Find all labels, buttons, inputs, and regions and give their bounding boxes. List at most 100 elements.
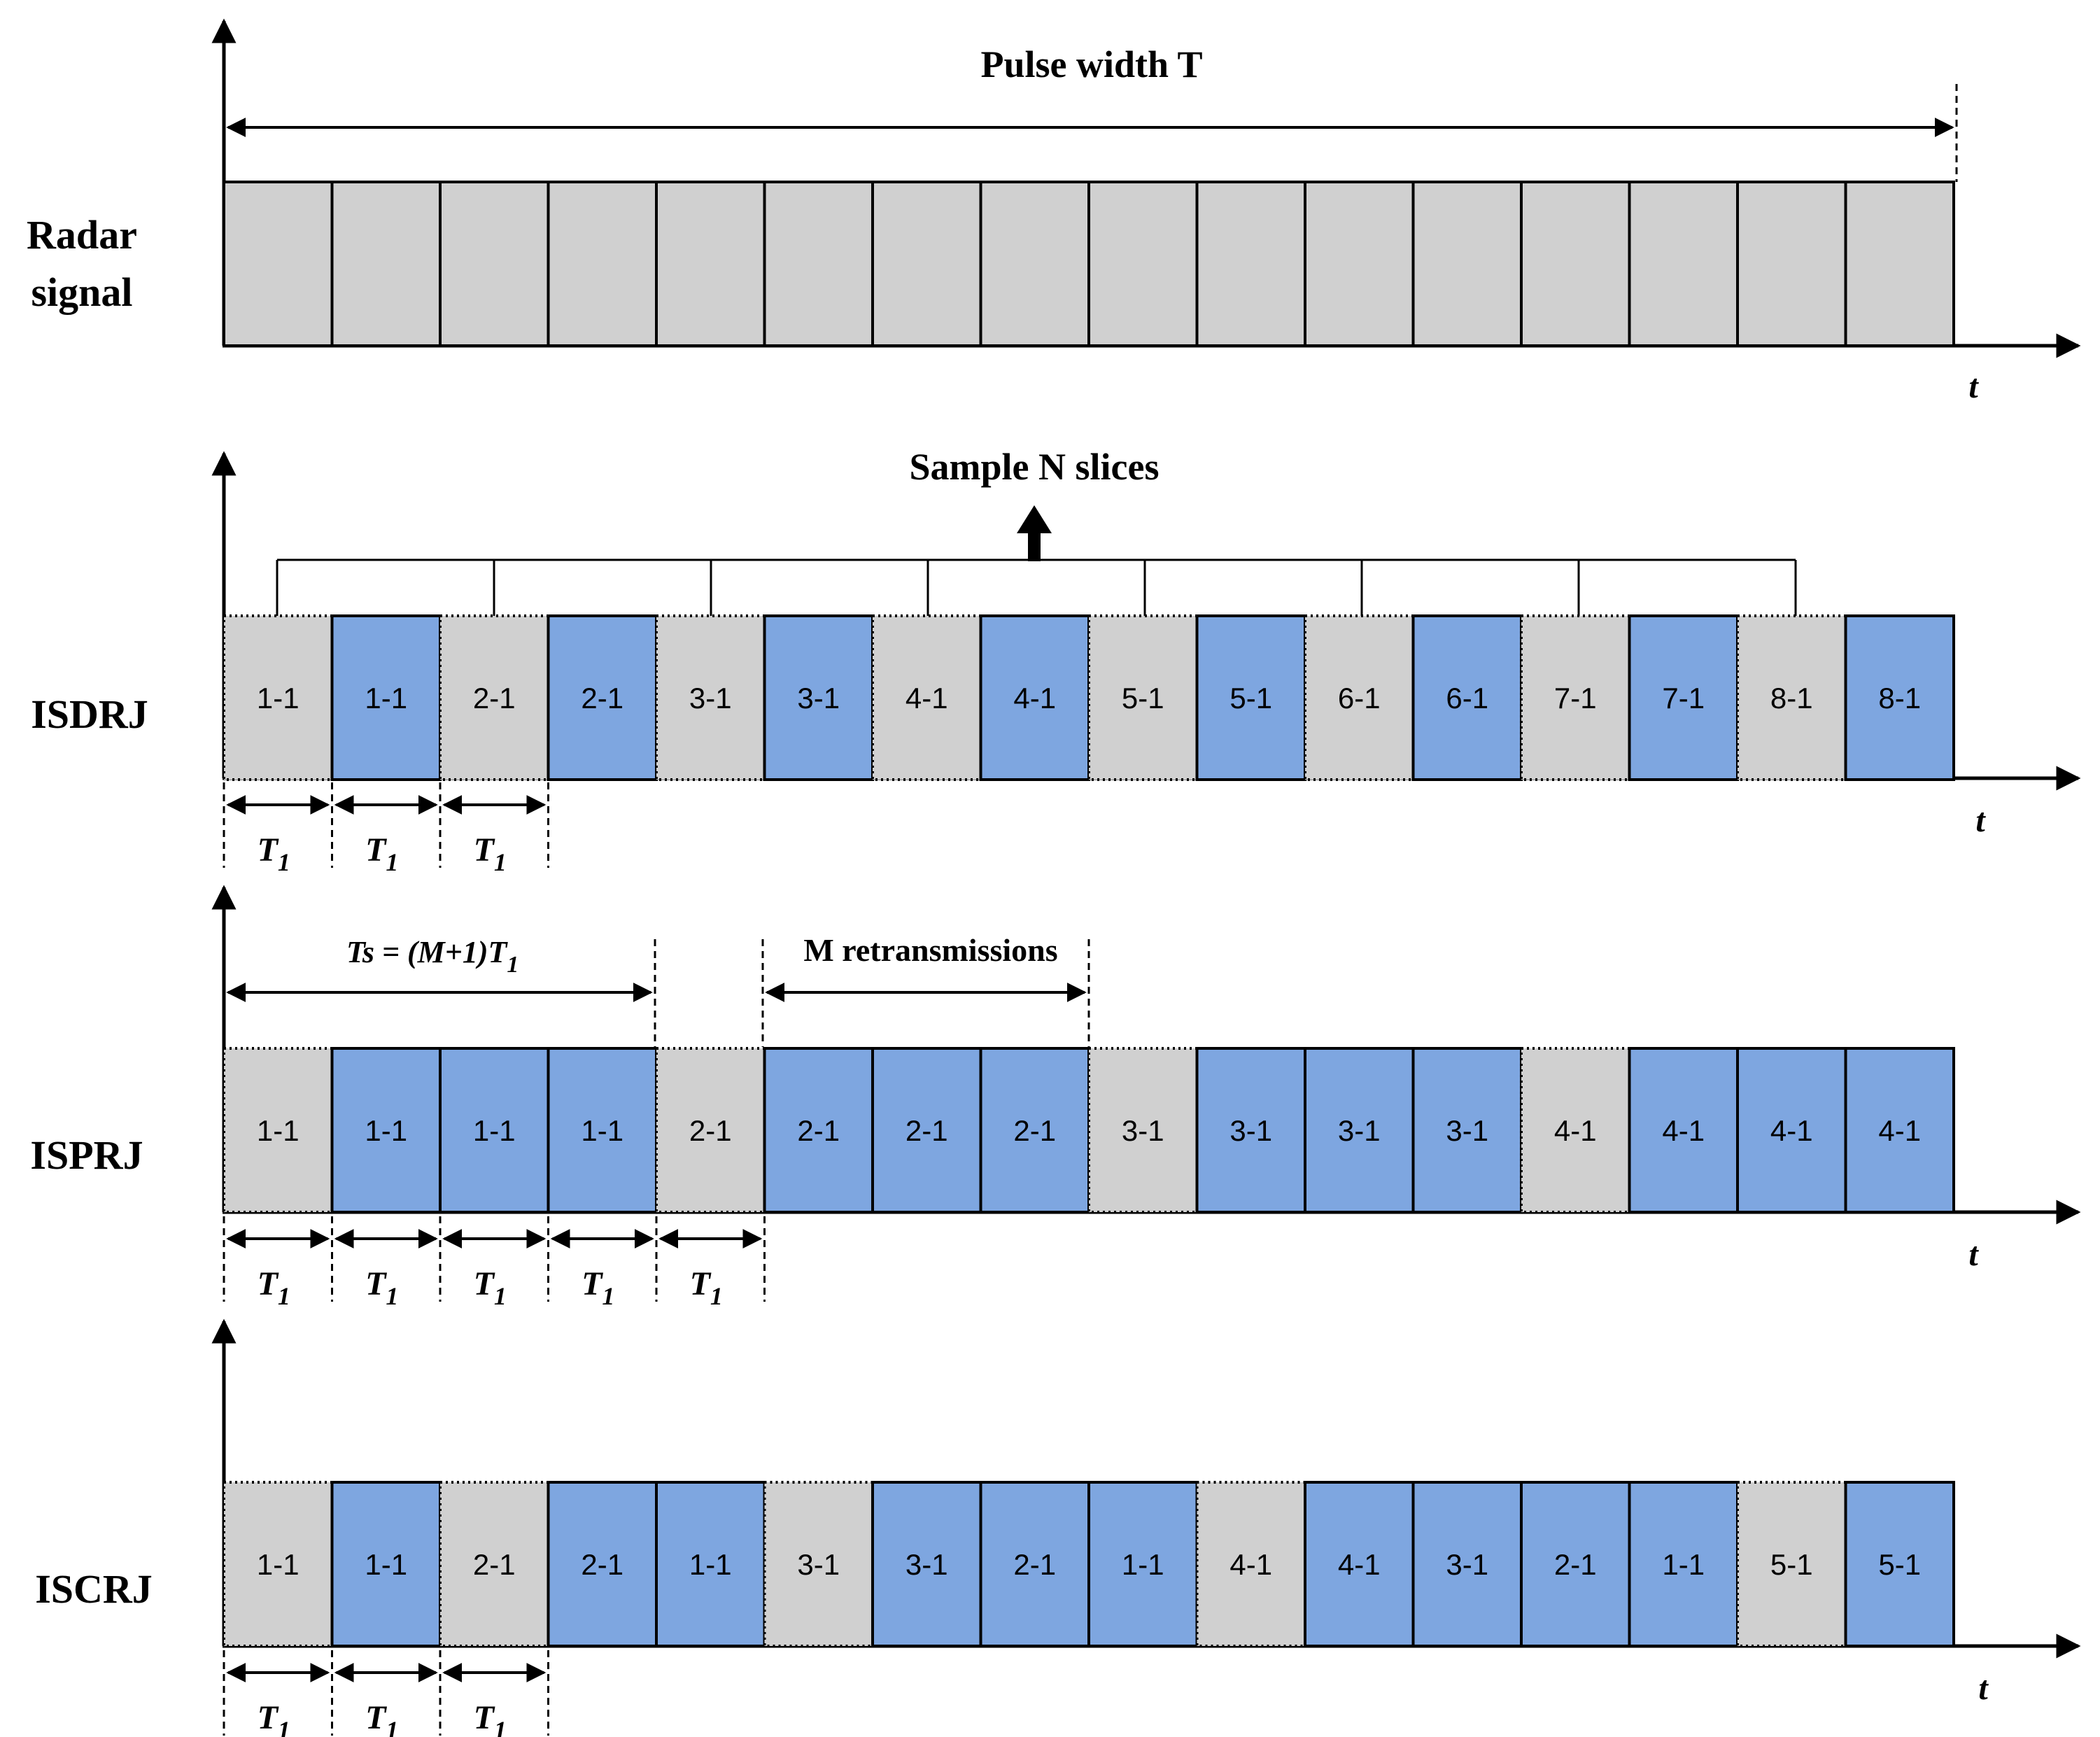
t1-subscript: 1 [386,1716,398,1737]
slice-6 [763,181,874,347]
slice-label: 1-1 [257,1114,300,1147]
slice-3 [439,1481,550,1647]
t1-label: T1 [474,1265,507,1310]
slice-label: 6-1 [1446,682,1488,715]
slice-label: 3-1 [797,1548,840,1581]
t1-label: T1 [582,1265,614,1310]
slice-label: 1-1 [365,1114,407,1147]
slice-4 [547,1481,658,1647]
t1-symbol: T [258,1265,279,1302]
slice-label: 5-1 [1122,682,1164,715]
slice-label: 4-1 [1229,1548,1272,1581]
slice-label: 3-1 [797,682,840,715]
t1-symbol: T [258,1699,279,1736]
t1-subscript: 1 [278,1282,290,1310]
slice-16 [1844,181,1955,347]
slice-label: 1-1 [257,1548,300,1581]
ts-formula-main: Ts = (M+1)T [346,935,509,969]
slice-label: 6-1 [1338,682,1381,715]
slice-9 [1087,1481,1199,1647]
slice-1 [223,181,334,347]
slice-label: 1-1 [581,1114,623,1147]
slice-label: 4-1 [1878,1114,1921,1147]
slice-label: 4-1 [1770,1114,1813,1147]
t1-symbol: T [365,1265,387,1302]
slice-7 [871,1481,982,1647]
t1-dimensions-isprj: T1 T1 T1 T1 T1 [223,1216,766,1310]
ts-dimension [226,939,656,1047]
slice-label: 8-1 [1878,682,1921,715]
slice-1 [223,614,334,781]
slice-6 [763,1481,874,1647]
slice-label: 3-1 [1446,1114,1488,1147]
slice-11 [1304,1047,1415,1214]
slice-13 [1520,1481,1631,1647]
t1-dimensions-isdrj: T1 T1 T1 [223,782,549,876]
slice-15 [1736,614,1847,781]
isdrj-row: 1-1 1-1 2-1 2-1 3-1 3-1 4-1 4-1 5-1 5-1 6-1 6-1 7-1 7… [223,614,1955,781]
slice-14 [1628,181,1739,347]
slice-12 [1411,1047,1523,1214]
time-axis-label-radar: t [1968,368,1979,405]
slice-label: 3-1 [1122,1114,1164,1147]
slice-label: 2-1 [689,1114,732,1147]
slice-label: 1-1 [365,682,407,715]
slice-3 [439,614,550,781]
slice-label: 5-1 [1770,1548,1813,1581]
iscrj-row: 1-1 1-1 2-1 2-1 1-1 3-1 3-1 2-1 1-1 4-1 4-1 3-1 2-1 1… [223,1481,1955,1647]
slice-label: 2-1 [581,682,623,715]
t1-symbol: T [474,831,495,868]
t1-subscript: 1 [494,1282,507,1310]
slice-label: 2-1 [1554,1548,1597,1581]
slice-label: 5-1 [1878,1548,1921,1581]
m-retransmissions-label: M retransmissions [803,932,1057,968]
slice-label: 2-1 [581,1548,623,1581]
slice-16 [1844,1481,1955,1647]
t1-label: T1 [474,1699,507,1737]
slice-label: 1-1 [1122,1548,1164,1581]
slice-13 [1520,1047,1631,1214]
sample-up-arrow [1017,505,1052,561]
slice-11 [1304,1481,1415,1647]
t1-label: T1 [258,1265,290,1310]
slice-14 [1628,1481,1739,1647]
slice-15 [1736,1047,1847,1214]
ts-formula-label: Ts = (M+1)T1 [346,935,519,978]
slice-15 [1736,1481,1847,1647]
slice-10 [1195,1047,1306,1214]
slice-2 [330,1481,442,1647]
slice-label: 2-1 [473,1548,516,1581]
row-label-isdrj: ISDRJ [31,691,148,737]
t1-symbol: T [474,1265,495,1302]
slice-label: 4-1 [905,682,948,715]
ts-formula-subscript: 1 [507,952,519,978]
t1-label: T1 [474,831,507,876]
pulse-width-title: Pulse width T [980,43,1202,85]
slice-9 [1087,1047,1199,1214]
slice-label: 3-1 [1446,1548,1488,1581]
slice-7 [871,181,982,347]
slice-14 [1628,614,1739,781]
sample-slices-label: Sample N slices [910,446,1160,488]
slice-1 [223,1481,334,1647]
slice-label: 1-1 [365,1548,407,1581]
slice-label: 4-1 [1554,1114,1597,1147]
slice-10 [1195,614,1306,781]
slice-12 [1411,181,1523,347]
m-retransmissions-dimension [761,939,1090,1047]
slice-15 [1736,181,1847,347]
t1-symbol: T [582,1265,603,1302]
t1-label: T1 [690,1265,723,1310]
t1-symbol: T [365,831,387,868]
time-axis-label-iscrj: t [1978,1670,1989,1707]
slice-label: 2-1 [1013,1114,1056,1147]
row-label-isprj: ISPRJ [30,1132,143,1178]
slice-16 [1844,1047,1955,1214]
radar-signal-row [223,181,1955,347]
t1-subscript: 1 [494,1716,507,1737]
slice-6 [763,1047,874,1214]
slice-label: 2-1 [905,1114,948,1147]
t1-subscript: 1 [278,1716,290,1737]
t1-subscript: 1 [386,1282,398,1310]
